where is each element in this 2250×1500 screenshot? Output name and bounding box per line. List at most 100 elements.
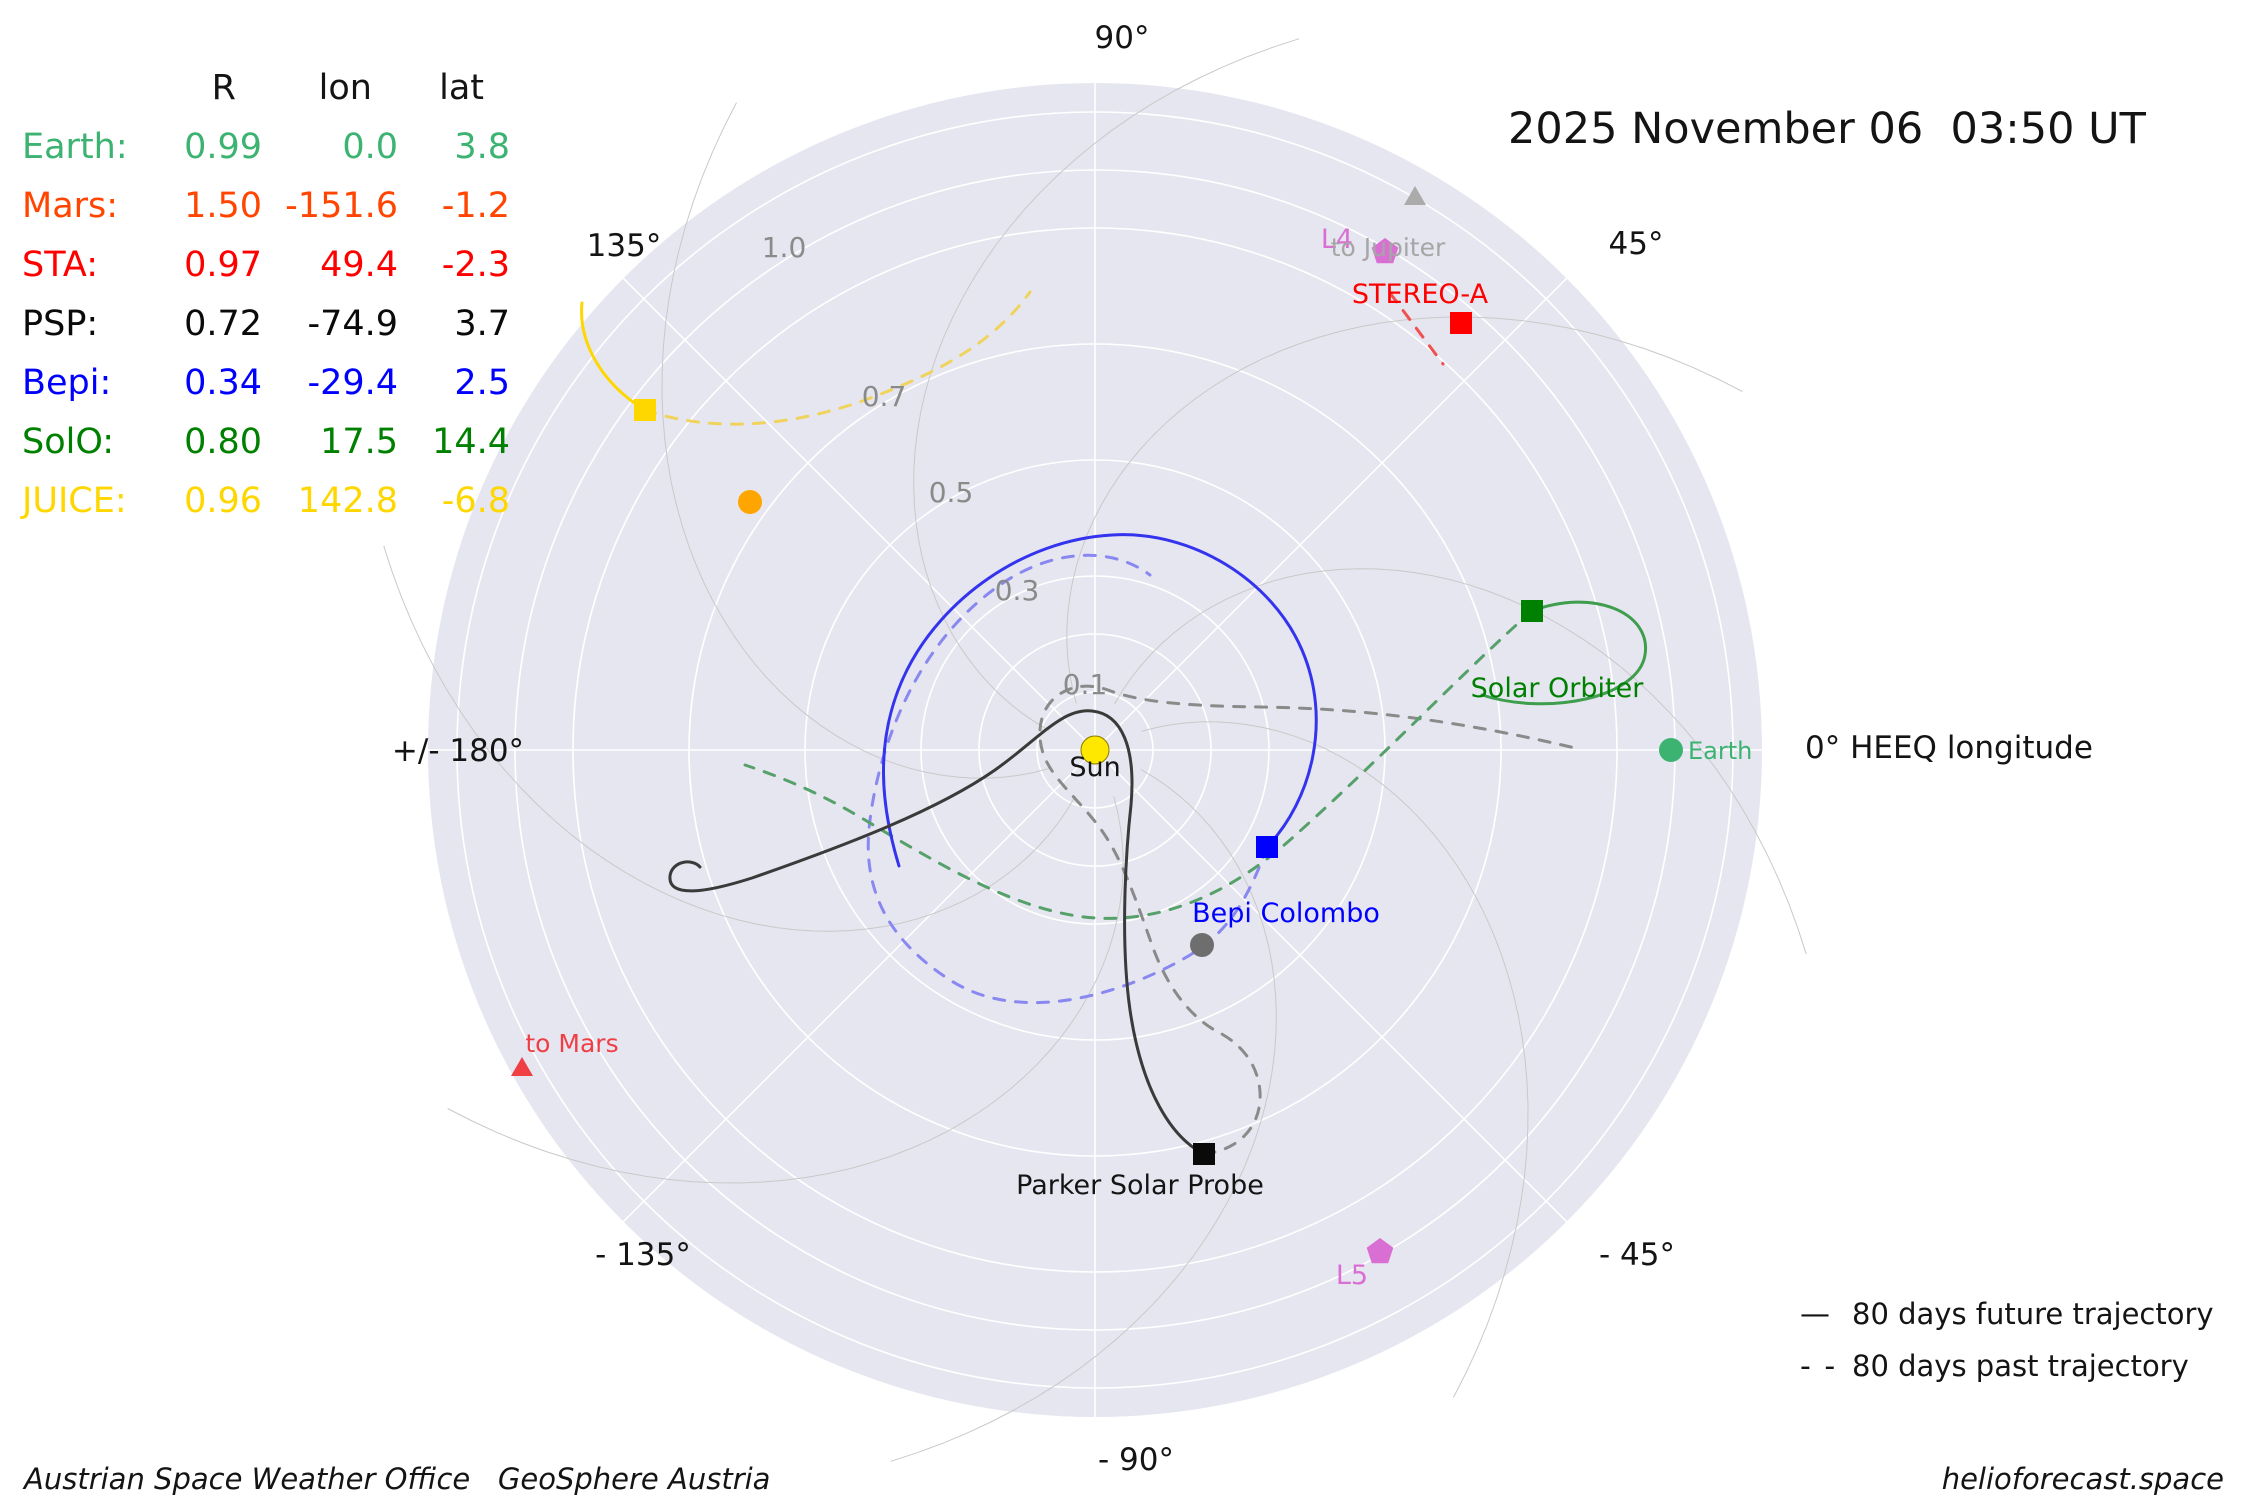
angle-label-minus135: - 135° [595, 1237, 691, 1273]
trajectory-legend: — 80 days future trajectory - - 80 days … [1800, 1288, 2214, 1392]
to-jupiter-label: to Jupiter [1331, 233, 1446, 262]
table-row-juice-lat: -6.8 [441, 480, 510, 521]
parker-spiral-line [1141, 721, 1529, 1398]
angle-label-135: 135° [587, 228, 662, 264]
ring-label-0-5: 0.5 [929, 476, 974, 509]
angle-label-90: 90° [1095, 20, 1150, 56]
datetime-title: 2025 November 06 03:50 UT [1508, 104, 2146, 154]
to-mars-label: to Mars [525, 1029, 618, 1058]
parker-spiral-line [1114, 568, 1807, 955]
table-row-earth-lat: 3.8 [454, 126, 510, 167]
trajectories [580, 290, 1647, 1156]
psp-past-trajectory [1038, 684, 1577, 1156]
stereo-a-past-trajectory [1388, 291, 1445, 366]
bepi-label: Bepi Colombo [1192, 898, 1380, 929]
table-row-sta-lat: -2.3 [441, 244, 510, 285]
col-header-R: R [211, 67, 236, 108]
table-row-earth-R: 0.99 [184, 126, 262, 167]
earth-marker [1659, 738, 1683, 762]
table-row-mars-lon: -151.6 [285, 185, 398, 226]
stereo-a-marker [1450, 312, 1472, 334]
angle-label-45: 45° [1609, 226, 1664, 262]
parker-spiral-line [661, 102, 1049, 779]
table-row-sta-name: STA: [22, 244, 98, 285]
ring-label-0-3: 0.3 [995, 574, 1040, 607]
dashed-line-icon: - - [1800, 1348, 1838, 1384]
table-row-bepi-R: 0.34 [184, 362, 262, 403]
juice-marker [634, 399, 656, 421]
bepi-marker [1256, 836, 1278, 858]
parker-spirals [383, 38, 1807, 1462]
table-row-earth-name: Earth: [22, 126, 128, 167]
table-row-bepi-lat: 2.5 [454, 362, 510, 403]
sun-label: Sun [1069, 752, 1120, 783]
table-row-bepi-lon: -29.4 [307, 362, 398, 403]
parker-spiral-line [1066, 316, 1743, 704]
psp-future-trajectory [668, 709, 1206, 1156]
table-row-mars-lat: -1.2 [441, 185, 510, 226]
table-row-juice-name: JUICE: [22, 480, 127, 521]
table-row-juice-R: 0.96 [184, 480, 262, 521]
l5-marker [1366, 1238, 1394, 1264]
table-row-psp-R: 0.72 [184, 303, 262, 344]
solar-orbiter-future-trajectory [1480, 600, 1647, 706]
to-mars-triangle-icon [511, 1057, 533, 1076]
legend-past-row: - - 80 days past trajectory [1800, 1340, 2214, 1392]
venus-marker [738, 490, 762, 514]
solar-orbiter-label: Solar Orbiter [1471, 673, 1645, 704]
ephemeris-table: R lon lat Earth: 0.99 0.0 3.8 Mars: 1.50… [14, 58, 510, 530]
parker-spiral-line [383, 545, 1076, 932]
mercury-marker [1190, 933, 1214, 957]
ring-label-0-7: 0.7 [862, 380, 907, 413]
credit-left: Austrian Space Weather Office GeoSphere … [24, 1462, 771, 1496]
stereo-a-label: STEREO-A [1352, 279, 1489, 310]
table-row-psp-lon: -74.9 [307, 303, 398, 344]
table-row-mars-R: 1.50 [184, 185, 262, 226]
col-header-lon: lon [318, 67, 372, 108]
table-row-solo-name: SolO: [22, 421, 115, 462]
bepi-future-trajectory [882, 533, 1318, 868]
table-row-psp-lat: 3.7 [454, 303, 510, 344]
angle-label-minus45: - 45° [1599, 1237, 1675, 1273]
angle-label-minus90: - 90° [1098, 1442, 1174, 1478]
legend-future-label: 80 days future trajectory [1852, 1297, 2214, 1331]
solar-orbiter-past-trajectory [743, 609, 1534, 920]
table-row-earth-lon: 0.0 [342, 126, 398, 167]
table-row-bepi-name: Bepi: [22, 362, 112, 403]
credit-right: helioforecast.space [1941, 1462, 2224, 1496]
markers [511, 186, 1683, 1264]
table-row-psp-name: PSP: [22, 303, 99, 344]
ring-label-1-0: 1.0 [762, 231, 807, 264]
to-jupiter-triangle-icon [1404, 186, 1426, 205]
parker-spiral-line [447, 796, 1124, 1184]
col-header-lat: lat [439, 67, 484, 108]
sun-marker [1080, 735, 1110, 765]
table-row-sta-lon: 49.4 [320, 244, 398, 285]
psp-marker [1193, 1143, 1215, 1165]
legend-past-label: 80 days past trajectory [1852, 1349, 2189, 1383]
table-row-sta-R: 0.97 [184, 244, 262, 285]
solar-orbiter-marker [1521, 600, 1543, 622]
table-row-solo-R: 0.80 [184, 421, 262, 462]
table-row-mars-name: Mars: [22, 185, 119, 226]
l4-label: L4 [1321, 224, 1353, 255]
juice-past-trajectory [643, 290, 1032, 426]
angle-label-180: +/- 180° [392, 733, 524, 769]
parker-spiral-line [890, 769, 1277, 1462]
angle-label-0-heeq: 0° HEEQ longitude [1805, 730, 2093, 766]
parker-spiral-line [913, 38, 1300, 731]
earth-label: Earth [1688, 737, 1752, 765]
legend-future-row: — 80 days future trajectory [1800, 1288, 2214, 1340]
table-row-solo-lat: 14.4 [432, 421, 510, 462]
l4-marker [1371, 238, 1399, 264]
table-row-juice-lon: 142.8 [297, 480, 398, 521]
psp-label: Parker Solar Probe [1016, 1170, 1264, 1201]
ring-label-0-1: 0.1 [1063, 668, 1108, 701]
solid-line-icon: — [1800, 1296, 1832, 1332]
l5-label: L5 [1336, 1260, 1368, 1291]
plot-labels: 90° 45° 0° HEEQ longitude - 45° - 90° - … [392, 20, 2093, 1478]
bepi-past-trajectory [866, 553, 1269, 1005]
juice-future-trajectory [580, 301, 647, 412]
